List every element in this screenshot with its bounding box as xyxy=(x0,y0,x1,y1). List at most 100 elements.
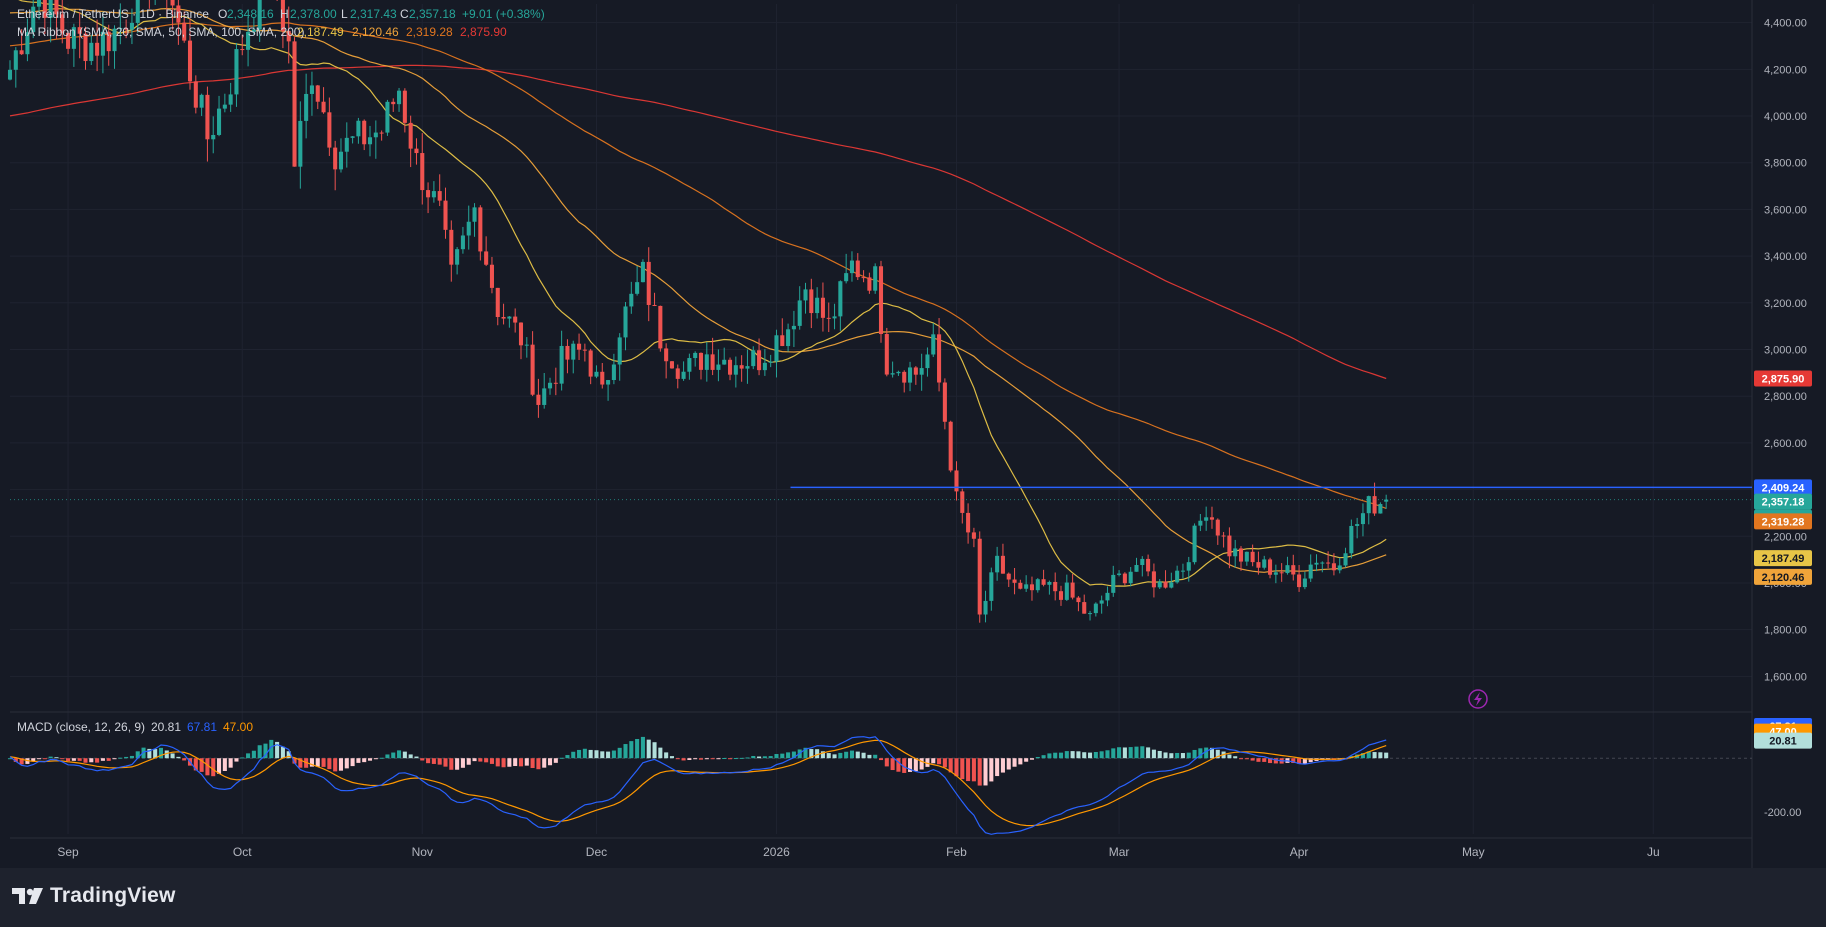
candle-up xyxy=(1366,495,1371,525)
candle-body xyxy=(1053,581,1058,592)
candle-body xyxy=(501,316,506,319)
candle-body xyxy=(472,207,477,222)
macd-histogram-bar xyxy=(559,757,564,759)
candle-body xyxy=(786,329,791,347)
candle-down xyxy=(501,303,506,325)
candle-up xyxy=(344,122,349,168)
candle-body xyxy=(582,349,587,351)
candle-up xyxy=(309,71,314,116)
macd-histogram-bar xyxy=(861,752,866,759)
macd-histogram-bar xyxy=(536,758,541,770)
candle-up xyxy=(1343,547,1348,568)
candle-body xyxy=(507,316,512,319)
candle-down xyxy=(1331,553,1336,576)
candle-up xyxy=(791,310,796,348)
candle-body xyxy=(362,120,367,145)
macd-histogram-bar xyxy=(1140,746,1145,759)
macd-histogram-bar xyxy=(460,758,465,768)
candle-down xyxy=(1279,563,1284,582)
candle-body xyxy=(367,137,373,145)
candle-body xyxy=(884,334,889,375)
candle-down xyxy=(1082,594,1087,614)
candle-up xyxy=(623,301,628,351)
macd-histogram-bar xyxy=(873,754,878,759)
macd-histogram-bar xyxy=(31,758,36,762)
macd-histogram-bar xyxy=(524,758,529,766)
candle-down xyxy=(391,98,396,112)
candle-up xyxy=(1192,523,1197,565)
sma100-badge-text: 2,319.28 xyxy=(1762,516,1805,528)
candle-up xyxy=(246,17,251,67)
macd-histogram-bar xyxy=(217,758,222,774)
macd-histogram-bar xyxy=(727,758,733,760)
candle-down xyxy=(1297,564,1302,592)
candle-up xyxy=(751,346,756,370)
candle-down xyxy=(1122,572,1127,586)
macd-histogram-bar xyxy=(1250,758,1255,761)
macd-histogram-bar xyxy=(826,753,831,759)
candle-up xyxy=(1099,595,1104,614)
macd-histogram-bar xyxy=(176,756,181,759)
candle-body xyxy=(832,316,837,319)
candle-up xyxy=(925,347,930,377)
macd-histogram-bar xyxy=(646,739,651,759)
candle-down xyxy=(1018,579,1023,590)
candle-down xyxy=(106,24,111,66)
tradingview-logo[interactable]: TradingView xyxy=(12,884,176,908)
candle-down xyxy=(1209,506,1215,529)
candle-up xyxy=(350,136,355,144)
candle-up xyxy=(896,370,901,376)
macd-histogram-bar xyxy=(803,747,808,759)
candle-body xyxy=(292,41,297,167)
macd-histogram-bar xyxy=(466,758,471,765)
candle-up xyxy=(611,353,616,385)
macd-histogram-bar xyxy=(954,758,959,777)
candle-body xyxy=(1262,559,1267,568)
macd-histogram-bar xyxy=(106,758,111,761)
candle-body xyxy=(1343,553,1348,566)
macd-histogram-bar xyxy=(193,758,198,771)
ohlc-open: 2,348.16 xyxy=(227,7,274,21)
tradingview-logo-icon xyxy=(12,888,43,904)
candle-body xyxy=(675,368,680,379)
candle-body xyxy=(954,470,959,492)
macd-histogram-bar xyxy=(1117,747,1122,759)
candle-down xyxy=(77,12,82,59)
candle-body xyxy=(1331,563,1336,571)
candle-up xyxy=(629,281,634,314)
candle-body xyxy=(460,235,465,250)
candle-up xyxy=(1157,579,1162,590)
macd-histogram-bar xyxy=(658,747,663,759)
candle-down xyxy=(426,182,431,214)
candle-body xyxy=(60,14,65,33)
candle-down xyxy=(193,75,198,114)
candle-body xyxy=(83,33,88,62)
resistance-badge-box xyxy=(1754,479,1812,496)
candle-up xyxy=(815,287,820,319)
candle-body xyxy=(1291,565,1296,575)
candle-down xyxy=(913,366,918,385)
candle-body xyxy=(867,277,872,291)
candle-body xyxy=(489,264,494,288)
candle-body xyxy=(797,300,802,326)
candle-up xyxy=(606,379,611,401)
candle-body xyxy=(327,112,332,148)
candle-body xyxy=(135,0,140,23)
candle-body xyxy=(280,0,285,32)
candle-down xyxy=(280,0,285,49)
macd-histogram-bar xyxy=(884,758,889,767)
candle-up xyxy=(1128,567,1133,587)
macd-histogram-bar xyxy=(71,758,76,761)
ma-ribbon-sma20-value: 2,187.49 xyxy=(297,25,344,39)
candle-up xyxy=(71,23,76,67)
candle-up xyxy=(135,0,140,33)
candle-up xyxy=(542,373,547,409)
macd-histogram-bar xyxy=(199,758,204,772)
candle-down xyxy=(362,119,367,151)
candle-body xyxy=(333,147,338,170)
candle-body xyxy=(664,348,669,362)
macd-histogram-bar xyxy=(594,750,599,759)
time-tick-label: Feb xyxy=(946,845,967,859)
alert-lightning-icon[interactable] xyxy=(1468,689,1488,709)
